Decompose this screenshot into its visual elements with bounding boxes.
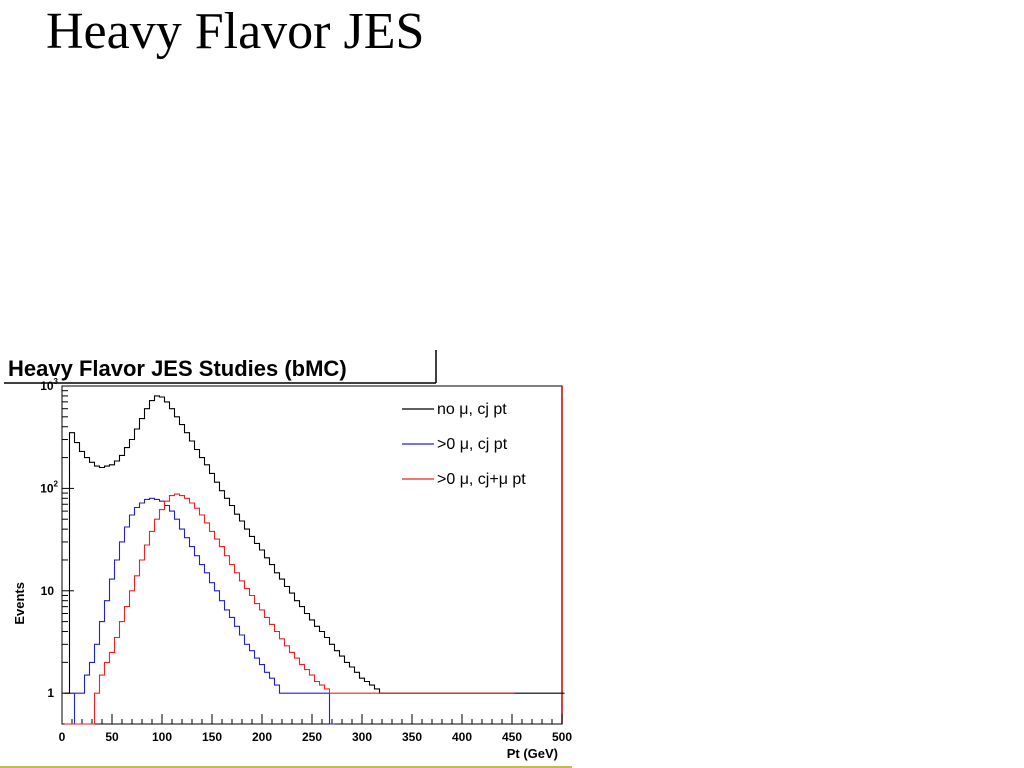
y-axis: 1 10 102 103 (40, 377, 74, 700)
series-layer (64, 395, 565, 725)
y-axis-label: Events (12, 582, 27, 625)
x-tick-label: 250 (302, 730, 322, 744)
bottom-rule (0, 766, 572, 768)
y-tick-label: 10 (41, 584, 55, 598)
x-tick-label: 450 (502, 730, 522, 744)
legend-label-1: no μ, cj pt (437, 401, 507, 418)
x-tick-label: 500 (552, 730, 572, 744)
chart-title: Heavy Flavor JES Studies (bMC) (8, 356, 347, 381)
legend: no μ, cj pt >0 μ, cj pt >0 μ, cj+μ pt (402, 401, 526, 488)
legend-label-2: >0 μ, cj pt (437, 436, 508, 453)
histogram-chart: Heavy Flavor JES Studies (bMC) 0 50 100 150… (4, 350, 572, 761)
x-tick-label: 200 (252, 730, 272, 744)
y-tick-label: 102 (40, 479, 58, 495)
y-tick-label: 1 (47, 686, 54, 700)
legend-label-3: >0 μ, cj+μ pt (437, 471, 526, 488)
chart-title-box: Heavy Flavor JES Studies (bMC) (4, 350, 437, 384)
x-tick-label: 300 (352, 730, 372, 744)
x-tick-label: 350 (402, 730, 422, 744)
series-line-2 (64, 497, 335, 725)
x-axis-label: Pt (GeV) (507, 746, 558, 761)
x-tick-label: 0 (59, 730, 66, 744)
x-tick-label: 150 (202, 730, 222, 744)
y-tick-label: 103 (40, 377, 58, 393)
x-tick-label: 50 (105, 730, 119, 744)
slide-title: Heavy Flavor JES (46, 3, 425, 60)
series-line-3 (64, 493, 515, 725)
x-tick-label: 100 (152, 730, 172, 744)
x-axis: 0 50 100 150 200 250 300 350 400 450 500 (59, 714, 572, 744)
x-tick-label: 400 (452, 730, 472, 744)
